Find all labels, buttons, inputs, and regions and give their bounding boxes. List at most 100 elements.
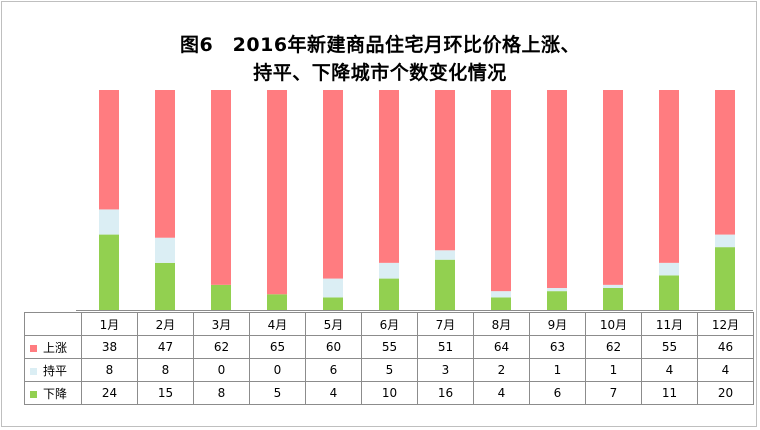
bar-segment-下降-3月	[211, 284, 231, 310]
data-label: 1	[529, 358, 586, 382]
data-label: 55	[641, 335, 698, 359]
category-label: 6月	[361, 312, 418, 336]
bar-segment-持平-8月	[491, 291, 511, 298]
data-label: 5	[361, 358, 418, 382]
data-label: 6	[529, 381, 586, 405]
bar-segment-上涨-9月	[547, 90, 567, 288]
category-label: 10月	[585, 312, 642, 336]
data-label: 3	[417, 358, 474, 382]
chart-title-line2: 持平、下降城市个数变化情况	[253, 62, 507, 84]
data-label: 6	[305, 358, 362, 382]
legend-label: 持平	[43, 363, 68, 378]
data-label: 2	[473, 358, 530, 382]
legend-swatch	[30, 344, 37, 352]
data-label: 62	[193, 335, 250, 359]
category-label: 11月	[641, 312, 698, 336]
bar-segment-持平-6月	[379, 262, 399, 279]
data-label: 8	[137, 358, 194, 382]
bar-segment-上涨-2月	[155, 90, 175, 238]
bar-segment-上涨-3月	[211, 90, 231, 285]
data-label: 65	[249, 335, 306, 359]
bar-segment-持平-2月	[155, 237, 175, 263]
bar-segment-持平-10月	[603, 284, 623, 288]
legend-label: 上涨	[43, 340, 68, 355]
data-label: 0	[193, 358, 250, 382]
legend-label: 下降	[43, 386, 68, 401]
legend-entry: 上涨	[24, 335, 82, 359]
data-table: 1月 2月 3月 4月 5月 6月 7月 8月 9月 10月 11月 12月 上涨 38 47 62 65 60…	[24, 312, 754, 405]
data-label: 4	[697, 358, 754, 382]
data-label: 16	[417, 381, 474, 405]
data-label: 46	[697, 335, 754, 359]
bar-segment-上涨-8月	[491, 90, 511, 292]
bar-segment-上涨-6月	[379, 90, 399, 263]
data-label: 7	[585, 381, 642, 405]
data-label: 64	[473, 335, 530, 359]
legend-entry: 持平	[24, 358, 82, 382]
data-label: 55	[361, 335, 418, 359]
bar-segment-下降-2月	[155, 262, 175, 310]
bar-segment-下降-7月	[435, 259, 455, 310]
data-label: 8	[81, 358, 138, 382]
category-label: 4月	[249, 312, 306, 336]
data-label: 4	[305, 381, 362, 405]
data-row-持平: 持平 8 8 0 0 6 5 3 2 1 1 4 4	[24, 358, 754, 382]
category-label: 2月	[137, 312, 194, 336]
bar-segment-下降-1月	[99, 234, 119, 310]
legend-swatch	[30, 367, 37, 375]
data-table-header-row: 1月 2月 3月 4月 5月 6月 7月 8月 9月 10月 11月 12月	[24, 312, 754, 336]
bar-segment-持平-11月	[659, 262, 679, 276]
data-label: 62	[585, 335, 642, 359]
category-label: 8月	[473, 312, 530, 336]
bar-segment-持平-9月	[547, 288, 567, 292]
data-label: 5	[249, 381, 306, 405]
bar-segment-上涨-1月	[99, 90, 119, 210]
data-label: 60	[305, 335, 362, 359]
bar-segment-下降-10月	[603, 288, 623, 310]
data-label: 8	[193, 381, 250, 405]
bar-segment-上涨-4月	[267, 90, 287, 295]
data-label: 63	[529, 335, 586, 359]
data-label: 0	[249, 358, 306, 382]
category-label: 1月	[81, 312, 138, 336]
bar-segment-下降-9月	[547, 291, 567, 310]
bar-segment-下降-12月	[715, 247, 735, 310]
data-label: 1	[585, 358, 642, 382]
bar-segment-上涨-5月	[323, 90, 343, 279]
data-label: 4	[473, 381, 530, 405]
category-label: 9月	[529, 312, 586, 336]
bar-segment-下降-8月	[491, 297, 511, 310]
data-row-上涨: 上涨 38 47 62 65 60 55 51 64 63 62 55 46	[24, 335, 754, 359]
data-label: 20	[697, 381, 754, 405]
legend-entry: 下降	[24, 381, 82, 405]
category-label: 5月	[305, 312, 362, 336]
data-label: 11	[641, 381, 698, 405]
category-label: 12月	[697, 312, 754, 336]
bar-segment-下降-11月	[659, 275, 679, 310]
data-label: 24	[81, 381, 138, 405]
bar-segment-上涨-11月	[659, 90, 679, 263]
category-label: 7月	[417, 312, 474, 336]
data-label: 38	[81, 335, 138, 359]
bar-segment-上涨-12月	[715, 90, 735, 235]
bar-segment-持平-1月	[99, 209, 119, 235]
data-label: 15	[137, 381, 194, 405]
data-row-下降: 下降 24 15 8 5 4 10 16 4 6 7 11 20	[24, 381, 754, 405]
bar-segment-下降-4月	[267, 294, 287, 310]
data-label: 10	[361, 381, 418, 405]
data-label: 47	[137, 335, 194, 359]
bar-segment-下降-5月	[323, 297, 343, 310]
legend-swatch	[30, 390, 37, 398]
data-label: 4	[641, 358, 698, 382]
bar-segment-上涨-7月	[435, 90, 455, 251]
bar-segment-持平-7月	[435, 250, 455, 260]
data-label: 51	[417, 335, 474, 359]
data-table-corner	[24, 312, 82, 336]
bar-segment-持平-5月	[323, 278, 343, 298]
bar-segment-持平-12月	[715, 234, 735, 248]
bar-segment-上涨-10月	[603, 90, 623, 285]
category-label: 3月	[193, 312, 250, 336]
chart-title-line1: 图6 2016年新建商品住宅月环比价格上涨、	[179, 34, 581, 56]
